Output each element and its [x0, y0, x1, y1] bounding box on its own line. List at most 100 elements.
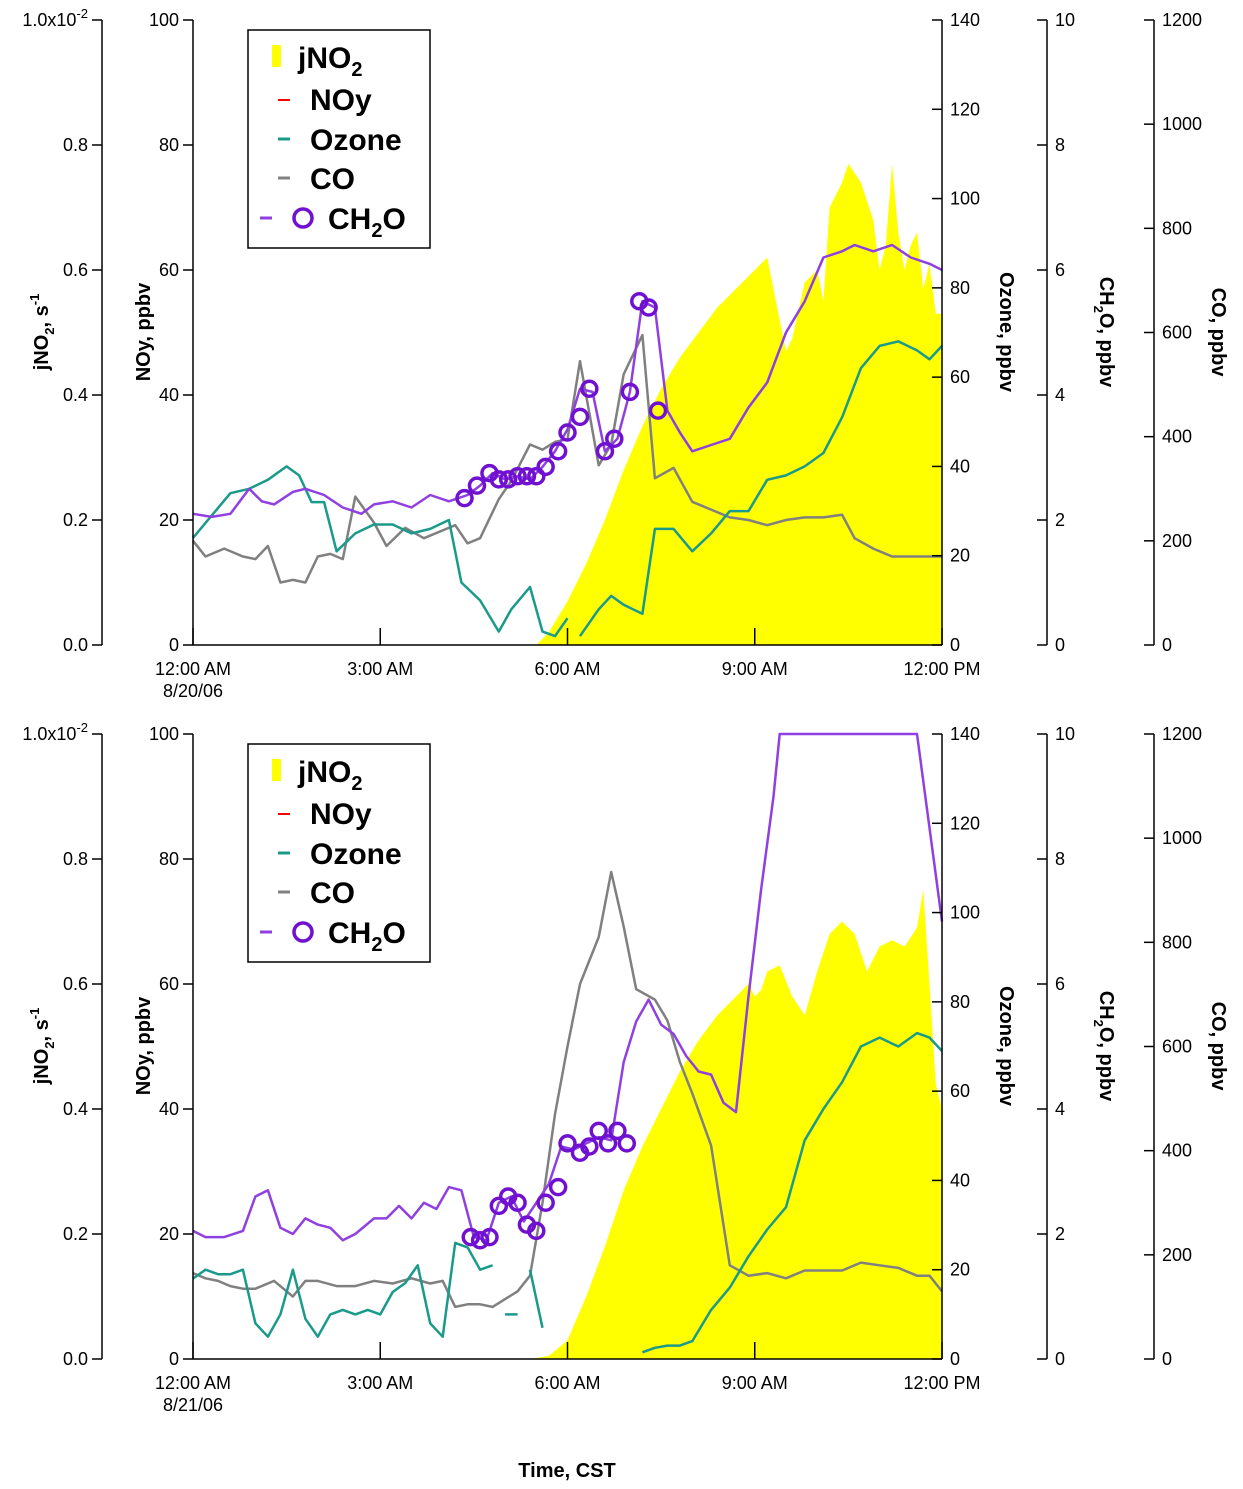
legend-ch2o: CH2O [328, 917, 406, 956]
ozone-tick-label: 100 [950, 903, 980, 923]
jno2-tick-label-top: 1.0x10-2 [22, 720, 88, 744]
ch2o-marker [608, 1121, 627, 1141]
noy-tick-label: 20 [159, 510, 179, 530]
co-tick-label: 200 [1162, 1245, 1192, 1265]
legend: jNO2 NOy Ozone CO CH2O [247, 29, 431, 249]
ch2o-marker [498, 470, 518, 489]
jno2-area [536, 163, 942, 646]
ch2o-tick-label: 0 [1055, 1349, 1065, 1369]
ch2o-tick-label: 10 [1055, 10, 1075, 30]
jno2-tick-label: 0.2 [63, 1224, 88, 1244]
ozone-tick-label: 80 [950, 278, 970, 298]
ozone-tick-label: 140 [950, 10, 980, 30]
panel-top: 0.00.20.40.60.81.0x10-202040608010002040… [22, 6, 1229, 701]
x-date-label: 8/20/06 [163, 681, 223, 701]
x-tick-label: 12:00 AM [155, 659, 231, 679]
ch2o-marker [639, 298, 658, 317]
ozone-line [192, 1241, 494, 1338]
jno2-tick-label: 0.6 [63, 260, 88, 280]
co-tick-label: 800 [1162, 218, 1192, 238]
ch2o-marker [558, 423, 577, 442]
x-tick-label: 9:00 AM [722, 659, 788, 679]
ch2o-marker [648, 401, 668, 420]
ch2o-tick-label: 4 [1055, 1099, 1065, 1119]
co-tick-label: 400 [1162, 1141, 1192, 1161]
legend-co: CO [310, 877, 355, 910]
ch2o-tick-label: 4 [1055, 385, 1065, 405]
noy-tick-label: 100 [149, 10, 179, 30]
ch2o-tick-label: 2 [1055, 1224, 1065, 1244]
ch2o-marker [605, 429, 624, 448]
ch2o-marker [589, 1121, 608, 1141]
ch2o-marker [455, 488, 474, 508]
legend-ozone: Ozone [310, 838, 402, 871]
noy-axis-title: NOy, ppbv [133, 996, 155, 1095]
ch2o-marker [480, 1227, 499, 1247]
ozone-tick-label: 40 [950, 456, 970, 476]
jno2-tick-label: 0.4 [63, 385, 88, 405]
legend-ch2o: CH2O [328, 203, 406, 242]
jno2-tick-label-top: 1.0x10-2 [22, 6, 88, 30]
noy-tick-label: 40 [159, 385, 179, 405]
ch2o-marker [558, 1134, 577, 1153]
ch2o-marker [508, 1193, 527, 1212]
ozone-line [578, 340, 943, 637]
co-axis-title: CO, ppbv [1207, 288, 1229, 378]
ch2o-marker [598, 1134, 618, 1153]
ch2o-marker [467, 476, 487, 495]
x-tick-label: 3:00 AM [347, 1373, 413, 1393]
ch2o-marker [580, 1137, 599, 1156]
ch2o-marker [548, 442, 568, 461]
co-tick-label: 200 [1162, 531, 1192, 551]
x-date-label: 8/21/06 [163, 1395, 223, 1415]
ch2o-marker [461, 1227, 481, 1247]
ozone-line [641, 1031, 943, 1354]
ozone-tick-label: 40 [950, 1170, 970, 1190]
ch2o-marker [527, 1221, 546, 1241]
legend-co: CO [310, 163, 355, 196]
ch2o-tick-label: 6 [1055, 974, 1065, 994]
legend-jno2-swatch [272, 45, 281, 67]
ch2o-tick-label: 8 [1055, 135, 1065, 155]
ch2o-marker [536, 457, 555, 477]
noy-tick-label: 80 [159, 849, 179, 869]
co-tick-label: 0 [1162, 635, 1172, 655]
noy-tick-label: 100 [149, 724, 179, 744]
ch2o-marker [595, 442, 615, 461]
ch2o-marker [548, 1177, 568, 1197]
ozone-tick-label: 20 [950, 1260, 970, 1280]
co-tick-label: 400 [1162, 427, 1192, 447]
ozone-line [192, 465, 569, 638]
legend-ch2o-marker [292, 921, 314, 943]
ozone-tick-label: 60 [950, 1081, 970, 1101]
ch2o-marker [527, 467, 546, 486]
x-tick-label: 3:00 AM [347, 659, 413, 679]
ozone-tick-label: 120 [950, 99, 980, 119]
co-tick-label: 800 [1162, 932, 1192, 952]
ch2o-marker [620, 382, 640, 402]
legend-ch2o-marker [292, 207, 314, 229]
ozone-tick-label: 120 [950, 813, 980, 833]
co-line [192, 870, 943, 1309]
legend-jno2: jNO2 [297, 42, 362, 81]
noy-tick-label: 40 [159, 1099, 179, 1119]
ozone-tick-label: 0 [950, 1349, 960, 1369]
jno2-tick-label: 0.2 [63, 510, 88, 530]
x-tick-label: 12:00 PM [903, 1373, 980, 1393]
ch2o-marker [489, 1196, 509, 1216]
x-tick-label: 9:00 AM [722, 1373, 788, 1393]
ch2o-marker [570, 407, 590, 427]
noy-tick-label: 60 [159, 260, 179, 280]
ozone-tick-label: 60 [950, 367, 970, 387]
legend-jno2-swatch [272, 759, 281, 781]
ozone-tick-label: 80 [950, 992, 970, 1012]
x-tick-label: 12:00 PM [903, 659, 980, 679]
legend: jNO2 NOy Ozone CO CH2O [247, 743, 431, 963]
ch2o-axis-title: CH2O, ppbv [1091, 277, 1117, 388]
ch2o-tick-label: 0 [1055, 635, 1065, 655]
ch2o-marker [470, 1231, 490, 1250]
ozone-tick-label: 20 [950, 546, 970, 566]
ozone-line [528, 1269, 544, 1329]
co-line [192, 333, 942, 584]
